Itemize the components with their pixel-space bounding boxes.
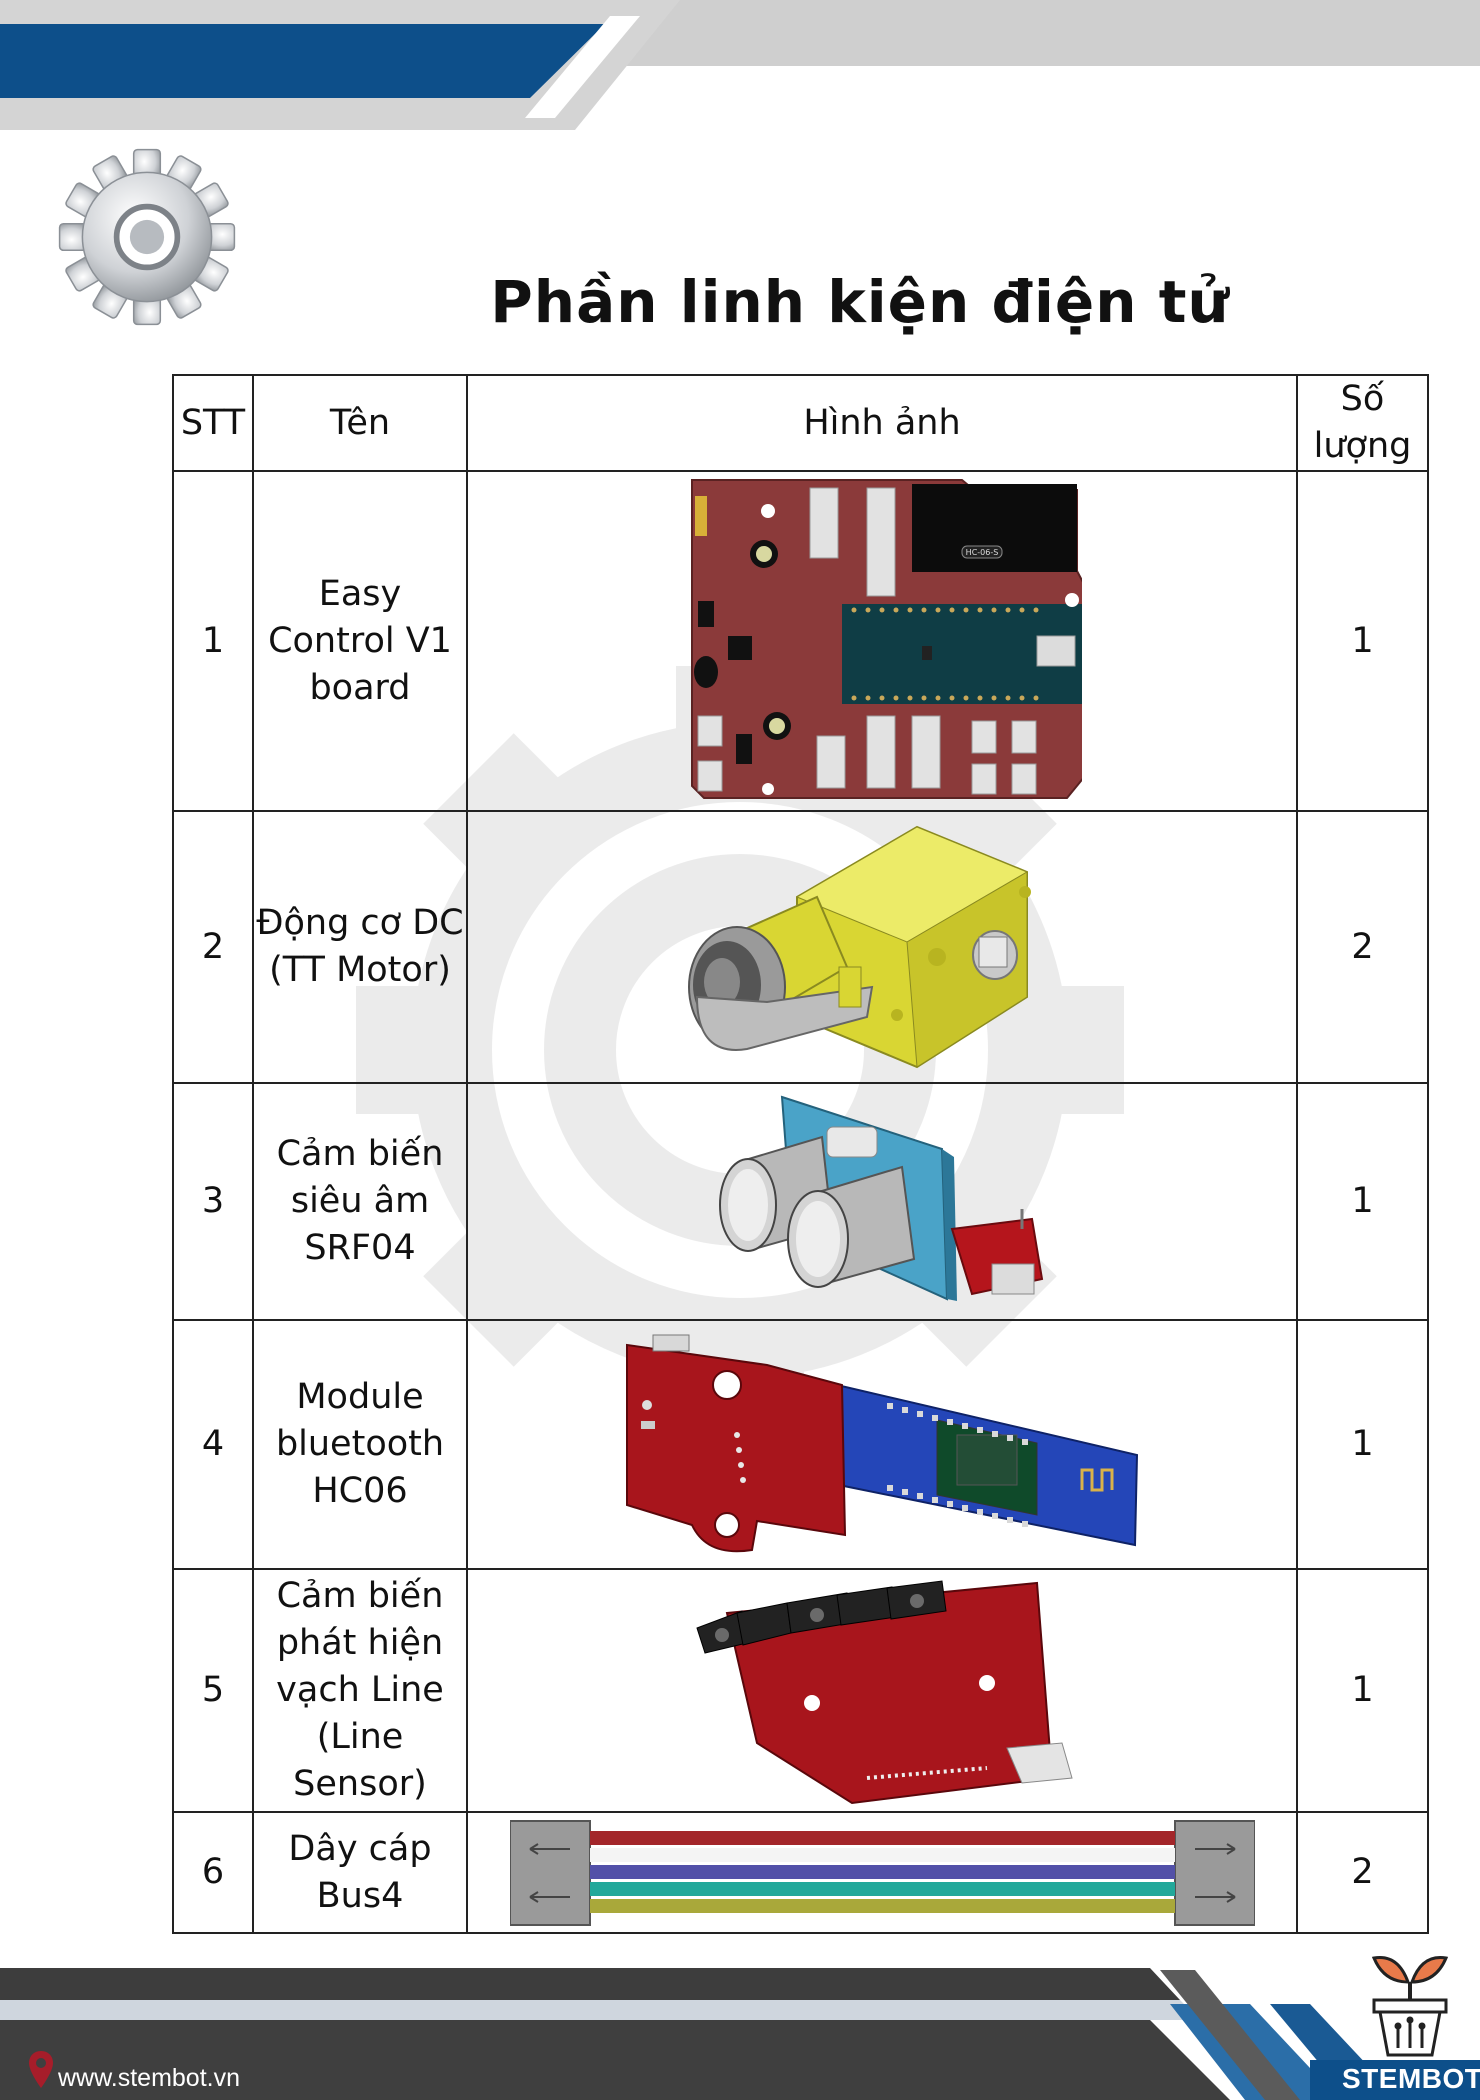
gear-icon — [58, 148, 236, 326]
page-title: Phần linh kiện điện tử — [490, 268, 1230, 336]
row-image — [466, 1082, 1298, 1321]
row-image — [466, 1811, 1298, 1934]
header-name: Tên — [252, 374, 468, 472]
tt-motor-image — [688, 825, 1031, 1069]
row-qty: 2 — [1296, 1811, 1429, 1934]
row-qty: 1 — [1296, 1082, 1429, 1321]
footer-banner — [0, 1968, 1480, 2100]
row-image — [466, 810, 1298, 1084]
header-banner — [0, 0, 1480, 130]
row-qty: 1 — [1296, 470, 1429, 812]
brand-name: STEMBOT — [1342, 2063, 1480, 2094]
table-row: 3 Cảm biến siêu âm SRF04 — [172, 1082, 1429, 1321]
row-stt: 2 — [172, 810, 254, 1084]
row-qty: 1 — [1296, 1568, 1429, 1813]
table-row: 6 Dây cáp Bus4 — [172, 1811, 1429, 1934]
row-name: Easy Control V1 board — [252, 470, 468, 812]
stembot-logo-icon — [1371, 1956, 1449, 2057]
table-row: 2 Động cơ DC (TT Motor) — [172, 810, 1429, 1084]
row-name: Module bluetooth HC06 — [252, 1319, 468, 1570]
bluetooth-chip-label: HC-06-S — [966, 548, 999, 557]
row-image: HC-06-S — [466, 470, 1298, 812]
bluetooth-module-image — [626, 1334, 1139, 1552]
header-image: Hình ảnh — [466, 374, 1298, 472]
table-header-row: STT Tên Hình ảnh Số lượng — [172, 374, 1429, 472]
row-qty: 1 — [1296, 1319, 1429, 1570]
row-stt: 1 — [172, 470, 254, 812]
table-row: 5 Cảm biến phát hiện vạch Line (Line Sen… — [172, 1568, 1429, 1813]
row-stt: 4 — [172, 1319, 254, 1570]
row-name: Dây cáp Bus4 — [252, 1811, 468, 1934]
row-name: Cảm biến siêu âm SRF04 — [252, 1082, 468, 1321]
table-row: 4 Module bluetooth HC06 — [172, 1319, 1429, 1570]
easy-control-board-image: HC-06-S — [691, 479, 1082, 799]
row-name: Động cơ DC (TT Motor) — [252, 810, 468, 1084]
bus4-cable-image — [509, 1819, 1255, 1926]
components-table: STT Tên Hình ảnh Số lượng 1 Easy Control… — [172, 374, 1429, 1934]
row-name: Cảm biến phát hiện vạch Line (Line Senso… — [252, 1568, 468, 1813]
row-stt: 5 — [172, 1568, 254, 1813]
line-sensor-image — [696, 1580, 1073, 1805]
row-image — [466, 1319, 1298, 1570]
row-image — [466, 1568, 1298, 1813]
row-stt: 6 — [172, 1811, 254, 1934]
row-stt: 3 — [172, 1082, 254, 1321]
header-qty: Số lượng — [1296, 374, 1429, 472]
row-qty: 2 — [1296, 810, 1429, 1084]
header-stt: STT — [172, 374, 254, 472]
table-row: 1 Easy Control V1 board HC-06-S — [172, 470, 1429, 812]
location-pin-icon — [29, 2051, 53, 2088]
footer-website-link[interactable]: www.stembot.vn — [58, 2064, 241, 2092]
ultrasonic-sensor-image — [719, 1095, 1044, 1301]
